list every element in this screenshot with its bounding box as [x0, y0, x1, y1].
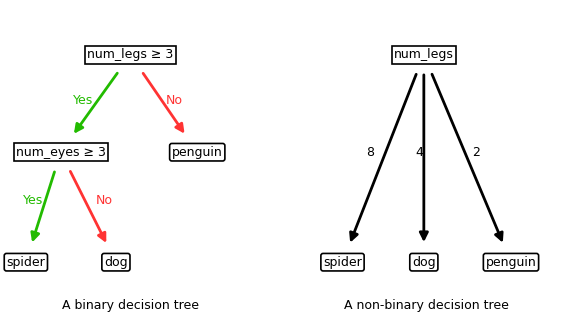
- Text: No: No: [166, 94, 183, 107]
- Text: dog: dog: [104, 256, 128, 269]
- Text: No: No: [96, 194, 113, 207]
- Text: 2: 2: [472, 146, 480, 159]
- Text: Yes: Yes: [23, 194, 43, 207]
- Text: 8: 8: [366, 146, 374, 159]
- Text: penguin: penguin: [486, 256, 536, 269]
- Text: penguin: penguin: [172, 146, 223, 159]
- Text: A non-binary decision tree: A non-binary decision tree: [345, 300, 509, 313]
- Text: num_legs: num_legs: [394, 48, 454, 61]
- Text: A binary decision tree: A binary decision tree: [62, 300, 199, 313]
- Text: spider: spider: [323, 256, 362, 269]
- Text: 4: 4: [416, 146, 424, 159]
- Text: dog: dog: [412, 256, 436, 269]
- Text: spider: spider: [6, 256, 45, 269]
- Text: Yes: Yes: [73, 94, 93, 107]
- Text: num_legs ≥ 3: num_legs ≥ 3: [87, 48, 174, 61]
- Text: num_eyes ≥ 3: num_eyes ≥ 3: [16, 146, 106, 159]
